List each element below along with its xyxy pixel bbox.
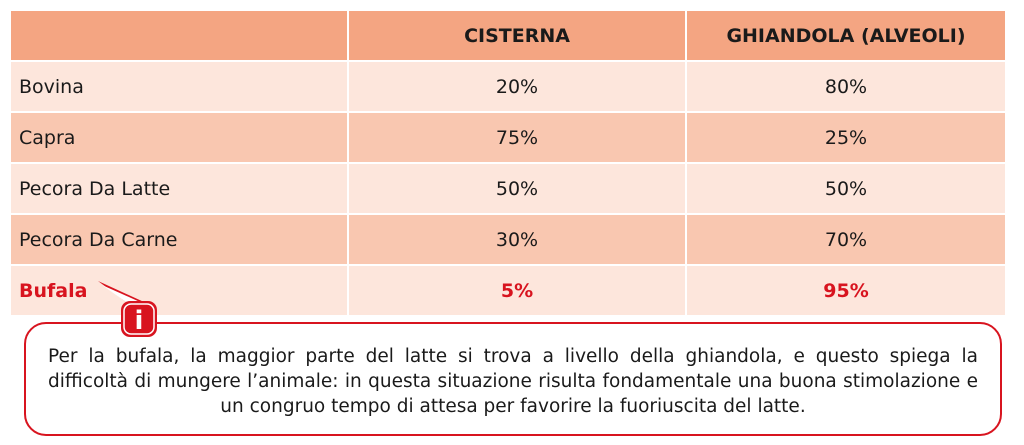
table-row: Pecora Da Latte 50% 50%	[11, 164, 1005, 213]
info-note-box: Per la bufala, la maggior parte del latt…	[24, 322, 1002, 436]
ghiandola-cell: 25%	[687, 113, 1005, 162]
info-note-text: Per la bufala, la maggior parte del latt…	[48, 346, 978, 417]
cisterna-cell: 30%	[349, 215, 685, 264]
animal-cell: Pecora Da Carne	[11, 215, 347, 264]
table-row: Capra 75% 25%	[11, 113, 1005, 162]
cisterna-cell: 50%	[349, 164, 685, 213]
ghiandola-cell: 80%	[687, 62, 1005, 111]
cisterna-cell: 75%	[349, 113, 685, 162]
info-icon: i	[98, 281, 157, 337]
cisterna-cell: 20%	[349, 62, 685, 111]
table-header-row: CISTERNA GHIANDOLA (ALVEOLI)	[11, 11, 1005, 60]
table-row-highlight: Bufala 5% 95%	[11, 266, 1005, 315]
header-cell-cisterna: CISTERNA	[349, 11, 685, 60]
header-cell-ghiandola: GHIANDOLA (ALVEOLI)	[687, 11, 1005, 60]
ghiandola-cell: 95%	[687, 266, 1005, 315]
ghiandola-cell: 50%	[687, 164, 1005, 213]
header-cell-animal	[11, 11, 347, 60]
table-row: Bovina 20% 80%	[11, 62, 1005, 111]
animal-cell: Capra	[11, 113, 347, 162]
milk-distribution-table: CISTERNA GHIANDOLA (ALVEOLI) Bovina 20% …	[11, 11, 1005, 317]
info-icon-letter: i	[135, 306, 144, 336]
animal-cell: Bovina	[11, 62, 347, 111]
cisterna-cell: 5%	[349, 266, 685, 315]
animal-cell: Bufala	[11, 266, 347, 315]
ghiandola-cell: 70%	[687, 215, 1005, 264]
table-row: Pecora Da Carne 30% 70%	[11, 215, 1005, 264]
animal-cell: Pecora Da Latte	[11, 164, 347, 213]
